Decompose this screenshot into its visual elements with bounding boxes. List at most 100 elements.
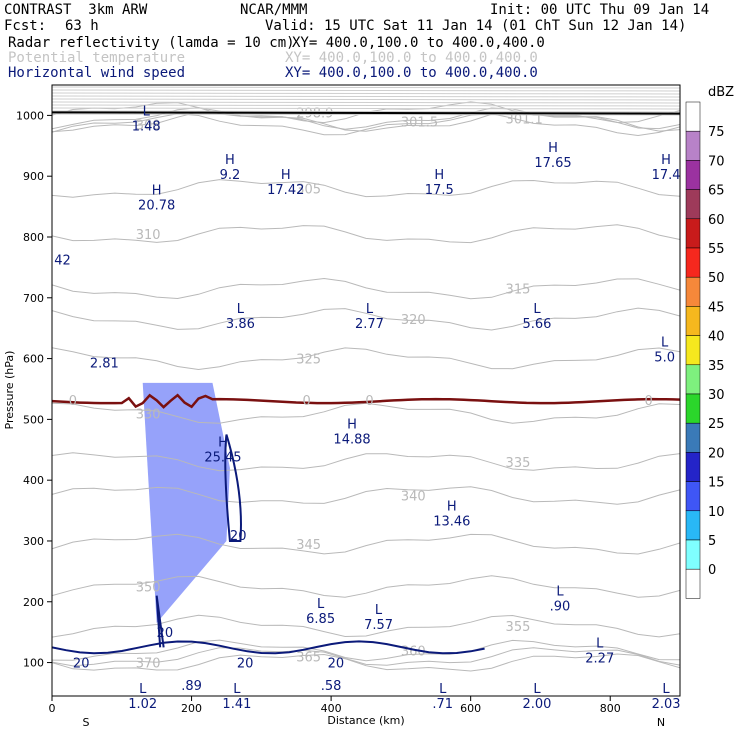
field-potential-temperature-xy: XY= 400.0,100.0 to 400.0,400.0 xyxy=(285,50,538,66)
theta-band-line xyxy=(52,101,680,104)
extremum-letter-L: L xyxy=(375,603,383,618)
extremum-letter-H: H xyxy=(447,500,457,515)
plot-frame xyxy=(51,84,681,697)
wind-contour-label: 20 xyxy=(230,529,247,544)
extremum-value: 17.65 xyxy=(534,156,571,171)
colorbar-swatch xyxy=(685,510,701,541)
theta-label-325: 325 xyxy=(296,353,321,368)
colorbar-label-25: 25 xyxy=(708,417,725,432)
surface-line xyxy=(52,111,680,115)
extremum-value: 17.42 xyxy=(267,183,304,198)
freezing-level-label: 0 xyxy=(644,394,652,409)
theta-label-355: 355 xyxy=(506,620,531,635)
extremum-letter-H: H xyxy=(152,183,162,198)
extremum-value: 6.85 xyxy=(306,612,335,627)
y-tick-label: 400 xyxy=(23,474,44,487)
y-axis-title: Pressure (hPa) xyxy=(3,351,16,430)
freezing-level-label: 0 xyxy=(365,394,373,409)
extremum-letter-L: L xyxy=(533,682,541,697)
colorbar-label-55: 55 xyxy=(708,242,725,257)
field-potential-temperature: Potential temperature xyxy=(8,50,186,66)
extremum-value: 2.00 xyxy=(522,697,551,712)
theta-contour-315 xyxy=(52,277,680,300)
x-tick-label: 800 xyxy=(600,702,621,715)
extremum-letter-L: L xyxy=(439,682,447,697)
theta-label-345: 345 xyxy=(296,538,321,553)
colorbar-label-45: 45 xyxy=(708,300,725,315)
freezing-level-label: 0 xyxy=(303,394,311,409)
colorbar-swatch xyxy=(685,568,701,599)
extrema-annotations: L1.02.89 L1.41.58 L.71L2.00L2.03L2.27L6.85… xyxy=(54,104,680,712)
y-tick-label: 700 xyxy=(23,292,44,305)
axes: 0 200 400 600 800100200300400500600700800900… xyxy=(16,109,621,715)
x-end-north: N xyxy=(657,716,665,729)
colorbar: 0 5 10 15 20 25 30 35 40 45 50 55 60 65 70 75 xyxy=(685,101,725,599)
freezing-level-line xyxy=(52,393,680,409)
colorbar-swatch xyxy=(685,335,701,366)
x-axis-title: Distance (km) xyxy=(327,714,404,727)
y-tick-label: 800 xyxy=(23,231,44,244)
colorbar-label-0: 0 xyxy=(708,563,716,578)
potential-temperature-contours: 370 365 3603553503453403353303253203153103… xyxy=(52,86,680,672)
wind-speed-contours: 20 20 20 20 20 xyxy=(52,434,485,672)
y-tick-label: 500 xyxy=(23,413,44,426)
forecast-label: Fcst: xyxy=(4,18,47,34)
x-end-south: S xyxy=(83,716,90,729)
y-tick-label: 100 xyxy=(23,657,44,670)
theta-band-line xyxy=(52,89,680,92)
wind-contour-anvil xyxy=(224,434,242,542)
extremum-value: 1.02 xyxy=(128,697,157,712)
colorbar-label-60: 60 xyxy=(708,213,725,228)
extremum-value: 7.57 xyxy=(364,618,393,633)
y-tick-label: 1000 xyxy=(16,109,44,122)
extremum-value: 3.86 xyxy=(226,317,255,332)
theta-label-340: 340 xyxy=(401,489,426,504)
theta-band-line xyxy=(52,104,680,107)
colorbar-label-10: 10 xyxy=(708,505,725,520)
theta-contour-350 xyxy=(52,575,680,598)
theta-band-line xyxy=(52,110,680,113)
colorbar-swatch xyxy=(685,306,701,336)
y-tick-label: 600 xyxy=(23,353,44,366)
extremum-value: 2.03 xyxy=(652,697,681,712)
theta-contour-370 xyxy=(52,653,680,672)
colorbar-label-40: 40 xyxy=(708,330,725,345)
extremum-letter-H: H xyxy=(548,141,558,156)
x-tick-label: 600 xyxy=(460,702,481,715)
theta-label-320: 320 xyxy=(401,313,426,328)
extremum-letter-L: L xyxy=(366,302,374,317)
extremum-letter-L: L xyxy=(143,104,151,119)
colorbar-label-50: 50 xyxy=(708,271,725,286)
theta-contour-335 xyxy=(52,452,680,472)
colorbar-swatch xyxy=(685,130,701,161)
colorbar-swatch xyxy=(685,189,701,220)
theta-label-365: 365 xyxy=(296,650,321,665)
agency-name: NCAR/MMM xyxy=(240,2,308,18)
extremum-value: .71 xyxy=(432,697,453,712)
extremum-letter-H: H xyxy=(661,153,671,168)
theta-label-350: 350 xyxy=(136,581,161,596)
extremum-value: 5.0 xyxy=(654,350,675,365)
extremum-letter-L: L xyxy=(317,597,325,612)
wind-contour-updraft xyxy=(155,595,165,648)
model-name: CONTRAST 3km ARW xyxy=(4,2,148,18)
extremum-letter-L: L xyxy=(233,682,241,697)
extremum-value: 1.41 xyxy=(222,697,251,712)
theta-contour-301.1 xyxy=(52,107,680,130)
theta-label-310: 310 xyxy=(136,228,161,243)
theta-contour-325 xyxy=(52,347,680,371)
valid-time: Valid: 15 UTC Sat 11 Jan 14 (01 ChT Sun … xyxy=(265,18,687,34)
x-tick-label: 0 xyxy=(49,702,56,715)
theta-contour-300 xyxy=(52,113,680,137)
y-tick-label: 200 xyxy=(23,596,44,609)
freezing-level-contour: 0 0 0 0 xyxy=(52,111,680,409)
colorbar-label-30: 30 xyxy=(708,388,725,403)
extremum-letter-H: H xyxy=(218,436,228,451)
extremum-letter-L: L xyxy=(556,585,564,600)
theta-contour-365 xyxy=(52,647,680,667)
extremum-letter-L: L xyxy=(596,636,604,651)
wind-contour-label: 20 xyxy=(157,626,174,641)
theta-band-line xyxy=(52,107,680,110)
extremum-value: .89 xyxy=(181,679,202,694)
